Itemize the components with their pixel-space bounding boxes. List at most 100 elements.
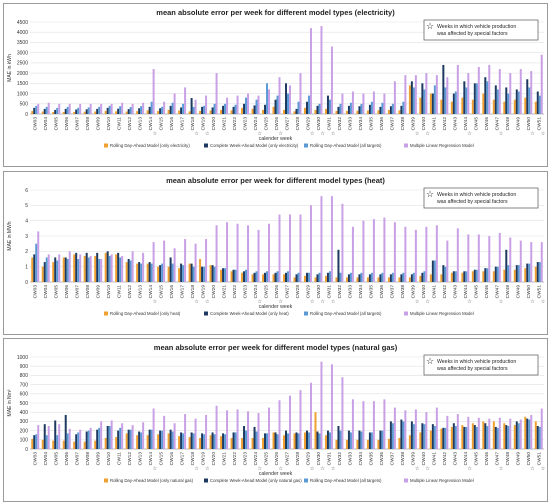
bar-electricity-complete-week-ahead-model-only-electricity-cw03	[33, 107, 36, 114]
x-axis-label-electricity: calender week	[259, 136, 293, 142]
bar-natural-gas-rolling-day-ahead-model-all-targets-cw33	[349, 432, 352, 449]
bar-heat-multiple-linear-regression-model-cw34	[362, 220, 365, 282]
bar-natural-gas-rolling-day-ahead-model-only-natural-gas-cw45	[471, 423, 474, 449]
bar-natural-gas-multiple-linear-regression-model-cw46	[488, 418, 491, 449]
x-tick-label-natural-gas: CW44	[463, 452, 469, 466]
bar-heat-multiple-linear-regression-model-cw25	[268, 223, 271, 282]
bar-electricity-rolling-day-ahead-model-all-targets-cw16	[171, 102, 174, 114]
bar-heat-multiple-linear-regression-model-cw32	[341, 203, 344, 282]
x-tick-label-electricity: CW08	[85, 117, 91, 131]
x-axis-label-heat: calender week	[259, 304, 293, 310]
special-week-star-icon: ☆	[153, 299, 158, 305]
bar-natural-gas-multiple-linear-regression-model-cw42	[446, 415, 449, 449]
bar-heat-complete-week-ahead-model-only-heat-cw27	[285, 272, 287, 282]
bar-heat-complete-week-ahead-model-only-heat-cw35	[368, 274, 371, 282]
bar-electricity-multiple-linear-regression-model-cw41	[435, 75, 438, 114]
y-tick-label-electricity: 500	[20, 102, 29, 108]
bar-heat-rolling-day-ahead-model-only-heat-cw25	[262, 274, 265, 282]
bar-heat-rolling-day-ahead-model-all-targets-cw05	[56, 260, 59, 282]
x-tick-label-heat: CW50	[526, 285, 532, 299]
bar-heat-multiple-linear-regression-model-cw28	[299, 214, 302, 282]
special-week-star-icon: ☆	[415, 299, 420, 305]
bar-natural-gas-rolling-day-ahead-model-all-targets-cw42	[444, 427, 447, 449]
bar-natural-gas-multiple-linear-regression-model-cw41	[435, 407, 438, 449]
bar-natural-gas-multiple-linear-regression-model-cw32	[341, 377, 344, 449]
x-tick-label-electricity: CW44	[463, 117, 469, 131]
y-tick-label-natural-gas: 100	[20, 438, 29, 444]
bar-natural-gas-rolling-day-ahead-model-all-targets-cw05	[56, 435, 59, 449]
x-tick-label-electricity: CW41	[431, 117, 437, 131]
chart-svg-natural-gas: mean absolute error per week for differe…	[7, 343, 546, 483]
star-outline-icon: ☆	[426, 356, 434, 366]
special-week-star-icon: ☆	[530, 131, 535, 137]
bar-natural-gas-complete-week-ahead-model-only-natural-gas-cw04	[43, 424, 46, 449]
bar-natural-gas-rolling-day-ahead-model-all-targets-cw36	[381, 430, 384, 449]
bar-electricity-rolling-day-ahead-model-all-targets-cw51	[538, 95, 541, 114]
bar-heat-rolling-day-ahead-model-all-targets-cw03	[35, 243, 38, 282]
special-week-star-icon: ☆	[205, 131, 210, 137]
x-tick-label-electricity: CW29	[305, 117, 311, 131]
bar-electricity-complete-week-ahead-model-only-electricity-cw40	[421, 83, 424, 114]
bar-natural-gas-complete-week-ahead-model-only-natural-gas-cw14	[148, 429, 151, 449]
bar-natural-gas-rolling-day-ahead-model-only-natural-gas-cw17	[178, 436, 181, 449]
bar-heat-rolling-day-ahead-model-only-heat-cw18	[188, 263, 191, 282]
x-tick-label-natural-gas: CW11	[117, 452, 123, 465]
bar-electricity-complete-week-ahead-model-only-electricity-cw50	[526, 79, 529, 114]
bar-heat-complete-week-ahead-model-only-heat-cw45	[473, 269, 476, 282]
x-tick-label-heat: CW26	[274, 285, 280, 299]
bar-heat-multiple-linear-regression-model-cw44	[467, 234, 470, 282]
bar-heat-rolling-day-ahead-model-all-targets-cw42	[444, 266, 447, 282]
bar-electricity-rolling-day-ahead-model-only-electricity-cw41	[429, 93, 432, 114]
bar-electricity-rolling-day-ahead-model-all-targets-cw41	[433, 85, 436, 114]
x-tick-label-natural-gas: CW08	[85, 452, 91, 466]
x-tick-label-natural-gas: CW37	[389, 452, 395, 466]
bar-electricity-complete-week-ahead-model-only-electricity-cw22	[232, 106, 235, 114]
bar-heat-complete-week-ahead-model-only-heat-cw22	[232, 269, 235, 282]
legend-label-natural-gas: Complete Week-Ahead Model (only natural …	[210, 478, 302, 483]
bar-electricity-complete-week-ahead-model-only-electricity-cw26	[274, 99, 277, 114]
bar-natural-gas-rolling-day-ahead-model-only-natural-gas-cw13	[136, 435, 139, 449]
bar-natural-gas-multiple-linear-regression-model-cw16	[173, 423, 176, 449]
special-week-star-icon: ☆	[499, 131, 504, 137]
y-axis-label-electricity: MAE in kWh	[7, 54, 13, 82]
bar-heat-complete-week-ahead-model-only-heat-cw32	[337, 249, 340, 282]
bar-electricity-rolling-day-ahead-model-only-electricity-cw05	[52, 111, 55, 114]
y-tick-label-electricity: 3000	[17, 50, 28, 56]
bar-heat-multiple-linear-regression-model-cw05	[58, 254, 61, 282]
x-tick-label-heat: CW18	[190, 285, 196, 299]
bar-natural-gas-complete-week-ahead-model-only-natural-gas-cw38	[400, 419, 403, 449]
bar-natural-gas-rolling-day-ahead-model-only-natural-gas-cw18	[188, 437, 191, 449]
bar-electricity-multiple-linear-regression-model-cw32	[341, 93, 344, 114]
bar-electricity-multiple-linear-regression-model-cw49	[519, 69, 522, 114]
bar-natural-gas-rolling-day-ahead-model-only-natural-gas-cw16	[167, 433, 170, 449]
bar-heat-rolling-day-ahead-model-all-targets-cw37	[391, 272, 394, 282]
bar-natural-gas-multiple-linear-regression-model-cw26	[278, 400, 281, 449]
bar-electricity-rolling-day-ahead-model-all-targets-cw38	[402, 101, 405, 114]
bar-natural-gas-rolling-day-ahead-model-all-targets-cw39	[412, 424, 415, 449]
x-tick-label-natural-gas: CW05	[54, 452, 60, 466]
bar-natural-gas-complete-week-ahead-model-only-natural-gas-cw44	[463, 426, 466, 449]
bar-electricity-complete-week-ahead-model-only-electricity-cw47	[494, 85, 497, 114]
bar-natural-gas-multiple-linear-regression-model-cw04	[47, 426, 50, 449]
bar-electricity-multiple-linear-regression-model-cw05	[58, 103, 61, 114]
x-tick-label-heat: CW24	[253, 285, 259, 299]
bar-natural-gas-rolling-day-ahead-model-only-natural-gas-cw46	[482, 421, 485, 449]
bar-natural-gas-rolling-day-ahead-model-all-targets-cw48	[507, 426, 510, 449]
bar-natural-gas-rolling-day-ahead-model-only-natural-gas-cw26	[272, 432, 275, 449]
x-tick-label-electricity: CW48	[505, 117, 511, 131]
x-tick-label-heat: CW29	[305, 285, 311, 299]
bar-natural-gas-complete-week-ahead-model-only-natural-gas-cw19	[201, 433, 204, 449]
x-tick-label-natural-gas: CW19	[201, 452, 207, 466]
bar-heat-complete-week-ahead-model-only-heat-cw08	[85, 252, 88, 282]
bar-electricity-rolling-day-ahead-model-all-targets-cw46	[486, 81, 489, 114]
bar-electricity-complete-week-ahead-model-only-electricity-cw19	[201, 106, 204, 114]
bar-heat-rolling-day-ahead-model-only-heat-cw31	[324, 275, 327, 282]
x-tick-label-heat: CW47	[494, 285, 500, 299]
bar-electricity-multiple-linear-regression-model-cw17	[184, 87, 187, 114]
bar-heat-rolling-day-ahead-model-all-targets-cw08	[87, 257, 90, 282]
x-tick-label-natural-gas: CW24	[253, 452, 259, 466]
bar-heat-rolling-day-ahead-model-all-targets-cw38	[402, 272, 405, 282]
y-tick-label-natural-gas: 600	[20, 392, 29, 398]
chart-svg-heat: mean absolute error per week for differe…	[7, 176, 546, 316]
bar-heat-multiple-linear-regression-model-cw10	[110, 254, 113, 282]
